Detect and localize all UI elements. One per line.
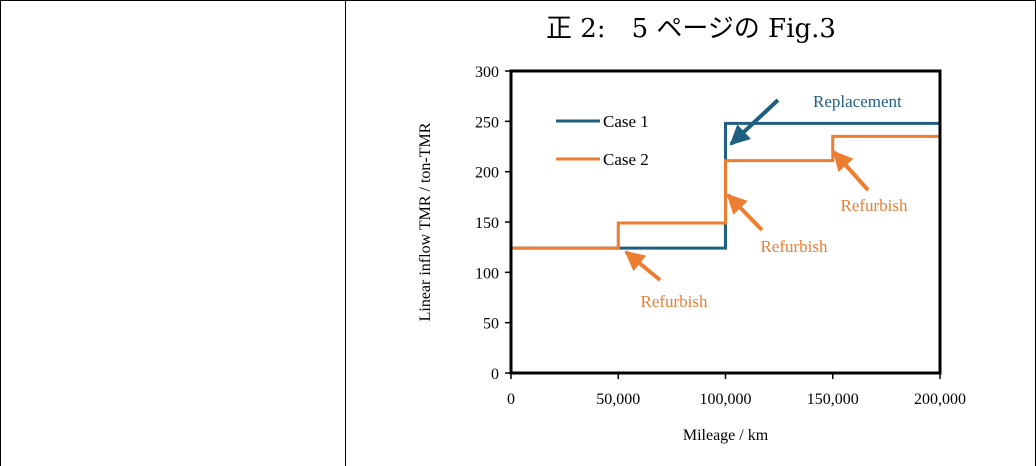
annotation-label-4: Refurbish (840, 196, 908, 215)
y-tick-label: 50 (483, 316, 499, 333)
y-axis-label: Linear inflow TMR / ton-TMR (417, 122, 434, 321)
y-tick-label: 300 (475, 64, 499, 81)
figure-heading: 正 2: 5 ページの Fig.3 (546, 14, 836, 44)
x-tick-label: 0 (507, 391, 515, 408)
legend-label-1: Case 1 (603, 112, 649, 131)
annotation-arrow-4 (832, 150, 870, 192)
annotation-label-1: Replacement (813, 92, 902, 111)
annotation-arrow-3 (726, 193, 764, 232)
x-tick-label: 200,000 (914, 391, 966, 408)
y-tick-label: 0 (491, 366, 499, 383)
y-tick-label: 200 (475, 165, 499, 182)
table-left-border (0, 0, 1, 466)
y-tick-label: 100 (475, 265, 499, 282)
table-top-border (0, 0, 1036, 1)
annotation-label-3: Refurbish (760, 237, 828, 256)
legend-label-2: Case 2 (603, 150, 649, 169)
series-line-2 (511, 134, 940, 250)
annotation-arrow-1 (729, 98, 780, 146)
y-tick-label: 250 (475, 114, 499, 131)
x-tick-label: 50,000 (596, 391, 640, 408)
annotation-label-2: Refurbish (640, 292, 708, 311)
table-column-divider (345, 0, 346, 466)
annotation-arrow-2 (624, 250, 662, 282)
x-axis-label: Mileage / km (683, 427, 769, 444)
x-tick-label: 150,000 (807, 391, 859, 408)
y-tick-label: 150 (475, 215, 499, 232)
x-tick-label: 100,000 (700, 391, 752, 408)
